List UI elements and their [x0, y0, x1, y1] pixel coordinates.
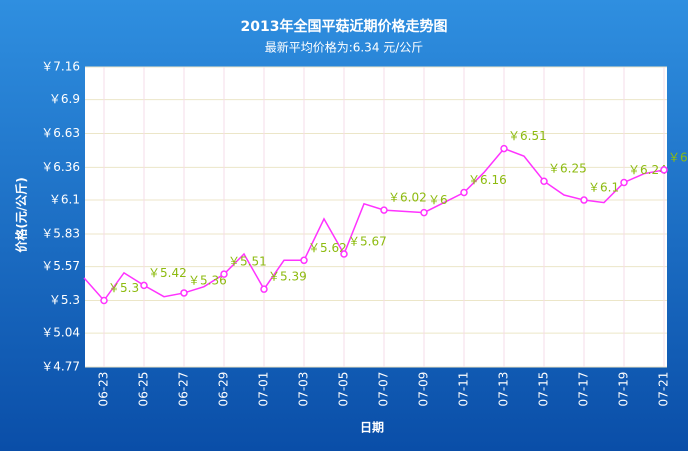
x-tick-label: 07-03 — [297, 372, 311, 407]
point-marker — [540, 177, 548, 185]
x-tick-label: 06-27 — [177, 372, 191, 407]
x-tick-label: 07-21 — [657, 372, 671, 407]
point-marker — [380, 206, 388, 214]
data-label: ￥6.34 — [668, 150, 688, 164]
y-tick-label: ￥6.1 — [49, 193, 80, 207]
x-tick-label: 07-09 — [417, 372, 431, 407]
y-axis-label: 价格(元/公斤) — [14, 177, 29, 252]
y-tick-label: ￥5.57 — [41, 259, 80, 273]
x-tick-label: 07-11 — [457, 372, 471, 407]
data-label: ￥5.67 — [348, 235, 387, 249]
x-tick-label: 06-25 — [137, 372, 151, 407]
y-tick-label: ￥5.83 — [41, 226, 80, 240]
data-label: ￥6.02 — [388, 191, 427, 205]
y-tick-label: ￥5.04 — [41, 326, 80, 340]
point-marker — [660, 166, 668, 174]
point-marker — [340, 250, 348, 258]
x-tick-label: 07-15 — [537, 372, 551, 407]
point-marker — [420, 208, 428, 217]
y-tick-label: ￥7.16 — [41, 60, 80, 74]
data-label: ￥5.62 — [308, 241, 347, 255]
x-axis-label: 日期 — [360, 420, 384, 435]
y-tick-label: ￥6.63 — [41, 126, 80, 140]
chart-subtitle: 最新平均价格为:6.34 元/公斤 — [265, 40, 424, 55]
data-label: ￥6.51 — [508, 129, 547, 143]
x-tick-label: 07-17 — [577, 372, 591, 407]
x-tick-label: 07-01 — [257, 372, 271, 407]
data-label: ￥5.42 — [148, 266, 187, 280]
chart-title: 2013年全国平菇近期价格走势图 — [241, 18, 448, 35]
point-marker — [180, 289, 188, 297]
data-label: ￥5.51 — [228, 255, 267, 269]
point-marker — [260, 285, 268, 293]
data-label: ￥6.1 — [588, 181, 619, 195]
y-tick-label: ￥5.3 — [49, 293, 80, 307]
x-tick-label: 07-05 — [337, 372, 351, 407]
point-marker — [140, 281, 148, 290]
x-tick-label: 07-07 — [377, 372, 391, 407]
y-tick-label: ￥6.9 — [49, 92, 80, 106]
point-marker — [100, 296, 108, 305]
point-marker — [580, 196, 588, 204]
data-label: ￥5.3 — [108, 281, 139, 295]
point-marker — [620, 178, 628, 187]
data-label: ￥6 — [428, 193, 448, 207]
x-tick-label: 06-23 — [97, 372, 111, 407]
point-marker — [500, 144, 508, 153]
point-marker — [220, 270, 228, 278]
data-label: ￥6.25 — [548, 162, 587, 176]
x-tick-label: 07-19 — [617, 372, 631, 407]
x-tick-label: 07-13 — [497, 372, 511, 407]
data-label: ￥6.24 — [628, 163, 667, 177]
y-tick-label: ￥4.77 — [41, 360, 80, 374]
data-label: ￥6.16 — [468, 173, 507, 187]
x-tick-label: 06-29 — [217, 372, 231, 407]
data-label: ￥5.36 — [188, 273, 227, 287]
point-marker — [460, 188, 468, 197]
data-label: ￥5.39 — [268, 270, 307, 284]
plot-area — [85, 67, 667, 367]
y-tick-label: ￥6.36 — [41, 160, 80, 174]
point-marker — [300, 256, 308, 265]
